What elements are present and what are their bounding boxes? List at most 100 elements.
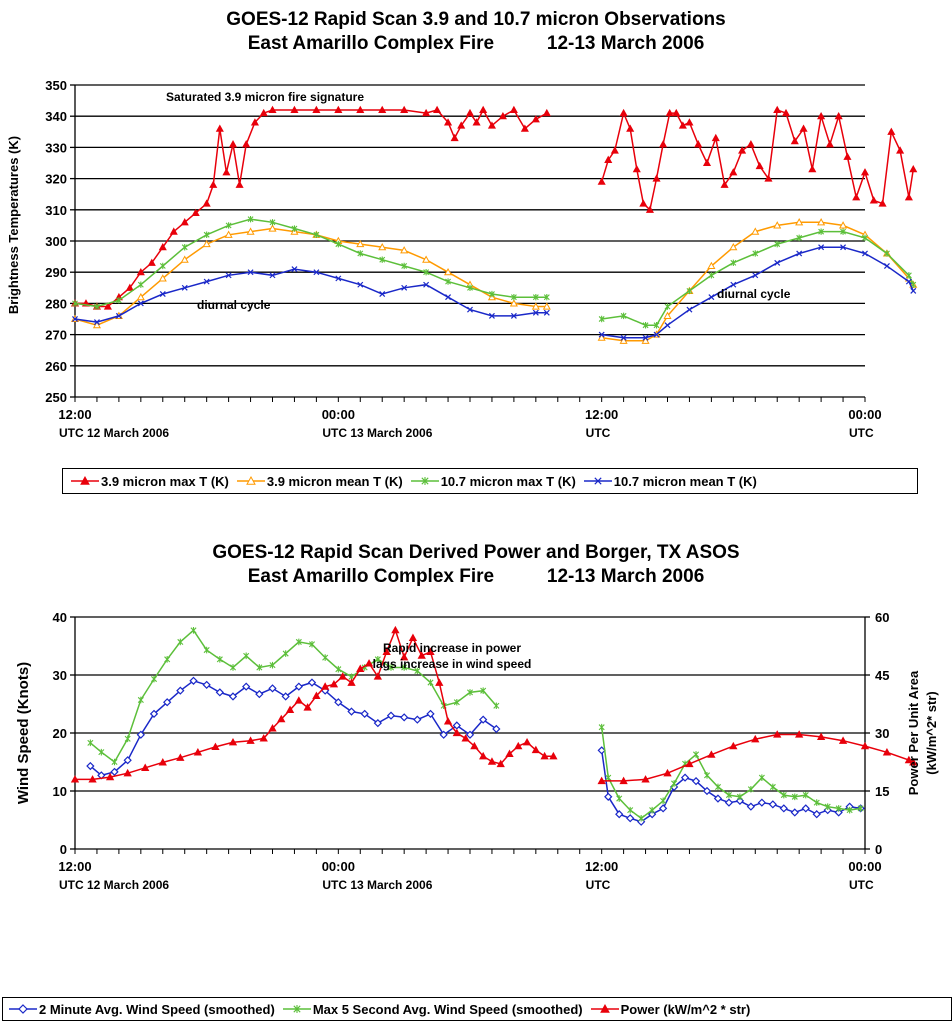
data-point [246, 736, 255, 744]
data-point [224, 230, 233, 238]
data-point [665, 108, 674, 117]
data-point [181, 284, 188, 291]
data-point [391, 625, 400, 634]
data-point [616, 795, 623, 802]
data-point [487, 757, 497, 765]
data-point [626, 124, 635, 132]
data-point [509, 105, 518, 114]
data-point [896, 146, 905, 154]
data-point [610, 146, 619, 154]
legend-marker [246, 475, 256, 485]
data-point [663, 768, 672, 777]
data-point [768, 800, 777, 809]
bottom-series [70, 625, 918, 826]
data-point [87, 739, 94, 747]
data-point [111, 758, 118, 766]
data-point [597, 776, 606, 785]
data-point [638, 814, 645, 822]
data-point [444, 267, 453, 276]
data-point [426, 647, 435, 655]
legend-label: 2 Minute Avg. Wind Speed (smoothed) [39, 1001, 275, 1017]
data-point [360, 709, 369, 719]
data-point [639, 199, 648, 207]
data-point [825, 140, 834, 148]
data-point [203, 231, 210, 238]
data-point [746, 802, 756, 811]
data-point [281, 692, 290, 701]
data-point [123, 756, 132, 765]
data-point [531, 745, 540, 754]
data-point [435, 678, 444, 686]
data-point [795, 218, 804, 226]
data-point [374, 656, 381, 663]
legend-label: Max 5 Second Avg. Wind Speed (smoothed) [312, 1001, 583, 1017]
data-point [510, 312, 517, 319]
data-point [795, 730, 804, 738]
y2-tick-label: 60 [875, 610, 889, 625]
data-point [708, 272, 715, 279]
legend-label: 10.7 micron max T (K) [440, 473, 576, 489]
data-point [400, 105, 409, 114]
data-point [312, 105, 321, 114]
data-point [137, 696, 144, 704]
data-point [347, 678, 356, 686]
data-point [632, 165, 641, 173]
data-point [480, 687, 487, 694]
data-point [335, 240, 342, 248]
data-point [357, 281, 364, 288]
data-point [247, 269, 254, 276]
data-point [247, 215, 254, 223]
data-point [817, 111, 826, 120]
data-point [190, 627, 197, 634]
data-point [123, 768, 132, 777]
data-point [852, 193, 861, 201]
series-line [600, 108, 915, 212]
y2-tick-label: 45 [875, 668, 889, 683]
data-point [136, 267, 145, 276]
data-point [642, 334, 649, 341]
data-point [357, 250, 364, 257]
data-point [773, 221, 782, 229]
data-point [164, 656, 171, 663]
data-point [364, 659, 374, 667]
x-tick-sublabel: UTC [586, 426, 611, 440]
data-point [808, 165, 817, 173]
data-point [801, 804, 810, 813]
data-point [98, 748, 105, 756]
data-point [269, 219, 276, 226]
data-point [250, 118, 259, 126]
data-point [816, 732, 826, 741]
data-point [216, 656, 223, 663]
data-point [255, 689, 264, 699]
annotation-diurnal-left: diurnal cycle [197, 298, 271, 312]
data-point [752, 272, 759, 279]
data-point [294, 682, 303, 691]
data-point [746, 140, 755, 148]
data-point [839, 221, 848, 229]
bottom-axes: 0 10 20 30 40 0 15 30 45 60 12:00 UTC 12 March 2006… [53, 610, 890, 892]
top-legend: 3.9 micron max T (K) 3.9 micron mean T (K… [62, 468, 918, 494]
data-point [812, 810, 821, 819]
data-point [724, 798, 734, 807]
data-point [465, 108, 475, 117]
data-point [904, 193, 913, 201]
data-point [598, 315, 605, 323]
data-point [338, 672, 347, 680]
y-tick-label: 280 [45, 296, 67, 311]
data-point [834, 111, 843, 120]
data-point [691, 776, 701, 786]
data-point [291, 266, 298, 273]
legend-swatch [282, 1005, 311, 1013]
data-point [678, 121, 687, 129]
data-point [137, 300, 144, 307]
data-point [86, 761, 95, 771]
y-tick-label: 350 [45, 78, 67, 93]
data-point [453, 698, 460, 706]
data-point [652, 174, 661, 182]
data-point [791, 793, 798, 801]
data-point [626, 814, 635, 823]
data-point [242, 682, 251, 691]
y-tick-label: 340 [45, 109, 67, 124]
data-point [335, 665, 342, 673]
data-point [658, 804, 668, 813]
